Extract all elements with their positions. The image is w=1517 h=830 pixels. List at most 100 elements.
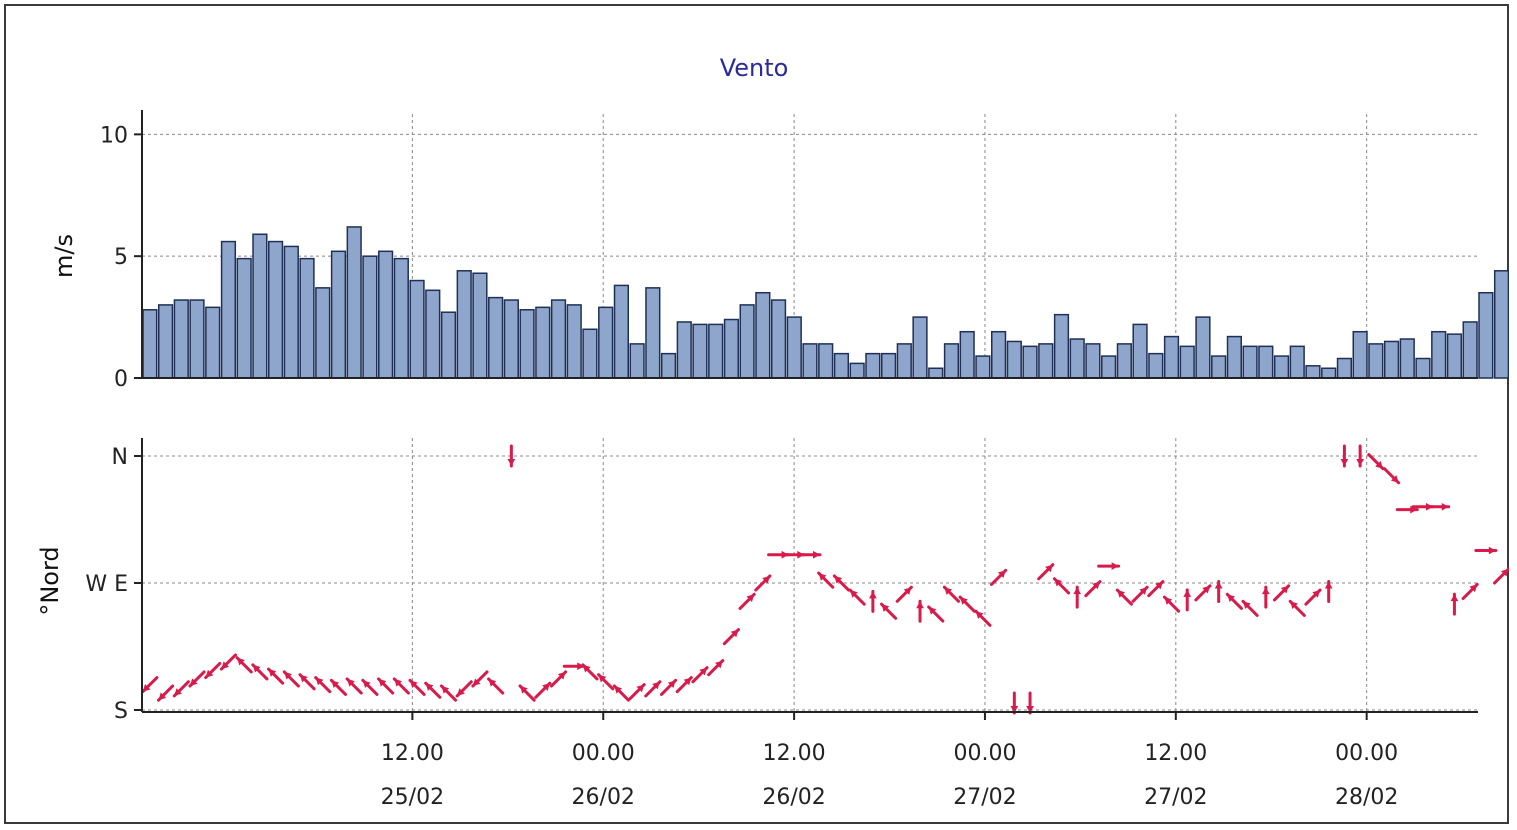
direction-ytick-label: N [112, 445, 128, 470]
speed-bar [1148, 352, 1164, 379]
direction-arrow [1147, 580, 1165, 598]
speed-bar [142, 309, 158, 379]
arrow-head [1500, 568, 1509, 577]
direction-arrow [471, 670, 489, 688]
arrow-head [507, 459, 516, 466]
arrow-head [699, 667, 708, 676]
direction-arrow [518, 684, 536, 702]
x-tick-date: 28/02 [1335, 785, 1398, 810]
speed-bar [488, 296, 504, 379]
arrow-head [1450, 594, 1459, 602]
direction-arrow [172, 680, 190, 698]
direction-arrow [722, 628, 740, 646]
speed-axis-label: m/s [50, 234, 78, 278]
direction-arrow [408, 678, 426, 696]
speed-bar [849, 362, 865, 379]
speed-bar [299, 257, 315, 379]
arrow-head [1469, 584, 1478, 593]
speed-bar [157, 304, 174, 379]
direction-arrow [1052, 577, 1071, 595]
speed-bar [1101, 355, 1117, 379]
direction-arrow [869, 589, 877, 613]
arrow-head [221, 661, 230, 670]
speed-bar [1431, 330, 1447, 379]
direction-arrow [562, 662, 586, 671]
direction-arrow [958, 595, 976, 613]
direction-arrow [581, 663, 599, 681]
direction-arrow [1427, 502, 1451, 511]
speed-bar [975, 355, 991, 379]
direction-arrow [235, 656, 253, 674]
speed-bar [943, 343, 960, 379]
speed-ytick-label: 0 [114, 367, 128, 392]
x-tick-time: 00.00 [572, 741, 635, 766]
arrow-head [928, 606, 937, 615]
arrow-head [331, 680, 340, 689]
speed-bar [252, 233, 268, 379]
arrow-head [715, 660, 723, 669]
direction-arrow [1131, 585, 1149, 603]
direction-arrow [880, 602, 898, 620]
arrow-head [1202, 585, 1211, 594]
speed-bar [1195, 316, 1211, 379]
speed-ytick-label: 5 [114, 245, 128, 270]
chart-title: Vento [720, 54, 789, 82]
direction-arrow [1241, 599, 1259, 617]
direction-arrow [1340, 444, 1349, 468]
speed-bar [267, 240, 284, 379]
speed-bar [1415, 357, 1431, 379]
direction-arrow [798, 550, 822, 559]
arrow-head [850, 590, 858, 598]
arrow-head [813, 550, 820, 559]
direction-arrow [1367, 453, 1385, 471]
speed-bar [409, 279, 425, 379]
arrow-head [960, 597, 968, 605]
speed-bar [393, 257, 409, 379]
arrow-head [409, 680, 418, 689]
direction-arrow [644, 680, 662, 698]
x-tick-labels: 12.00 25/02 00.00 26/02 12.00 26/02 00.00 27/02… [381, 741, 1399, 810]
arrow-head [557, 671, 566, 680]
arrow-head [1227, 594, 1235, 602]
arrow-head [1441, 502, 1449, 511]
speed-bar [723, 318, 740, 379]
arrow-head [1356, 459, 1364, 466]
speed-bar [1226, 335, 1242, 379]
arrow-head [1488, 546, 1496, 555]
speed-bar [236, 257, 252, 379]
speed-bar [1305, 365, 1321, 379]
speed-bar [535, 306, 551, 379]
speed-bar [1368, 343, 1384, 379]
arrow-head [1390, 475, 1399, 483]
arrow-head [598, 674, 607, 683]
arrow-head [636, 684, 645, 693]
direction-arrow [848, 588, 866, 606]
direction-arrow [659, 678, 678, 696]
speed-bar [425, 289, 441, 379]
speed-bar [708, 323, 724, 379]
arrow-head [1243, 601, 1251, 610]
direction-arrow [738, 592, 756, 610]
direction-arrow [219, 653, 238, 671]
x-tick-date: 27/02 [1144, 785, 1207, 810]
speed-bar [660, 352, 677, 379]
arrow-head [1010, 705, 1019, 713]
arrow-head [1054, 578, 1063, 587]
speed-bar [1352, 330, 1368, 379]
direction-arrow [1304, 588, 1322, 606]
direction-arrow [1073, 585, 1082, 609]
arrow-head [582, 664, 591, 673]
speed-bar [1446, 333, 1463, 379]
direction-arrow [916, 599, 924, 623]
speed-bar [378, 250, 394, 379]
speed-bar [802, 343, 818, 379]
arrow-head [520, 685, 528, 694]
direction-arrow [927, 605, 945, 623]
direction-arrow [1382, 467, 1401, 485]
direction-grid [142, 438, 1478, 712]
direction-arrow [1288, 599, 1306, 617]
speed-bar [1273, 355, 1290, 379]
direction-arrow [597, 673, 615, 691]
speed-bar [1132, 323, 1148, 379]
speed-bar [315, 287, 331, 379]
